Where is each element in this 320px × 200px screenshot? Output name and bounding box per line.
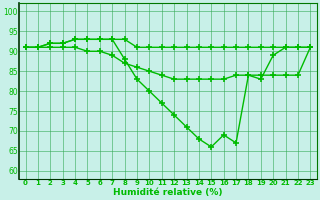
X-axis label: Humidité relative (%): Humidité relative (%) xyxy=(113,188,223,197)
